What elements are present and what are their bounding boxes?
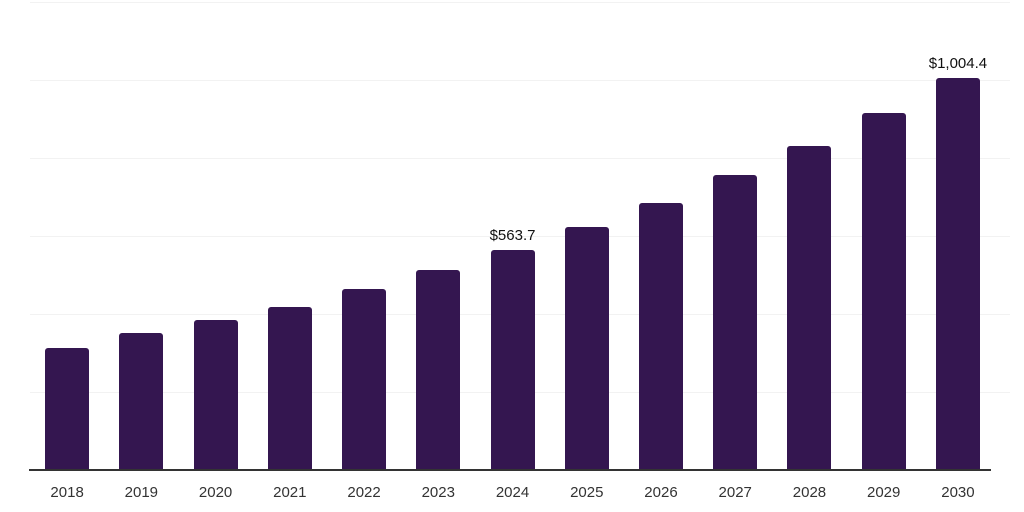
gridline xyxy=(30,80,1010,81)
x-tick-label: 2030 xyxy=(941,484,975,501)
bar-column xyxy=(772,2,846,470)
bar-column: $1,004.4 xyxy=(921,2,995,470)
x-tick-label: 2019 xyxy=(124,484,159,501)
bar-column xyxy=(253,2,327,470)
bar-column xyxy=(30,2,104,470)
bar-column xyxy=(847,2,921,470)
bar-column xyxy=(178,2,252,470)
bar-column xyxy=(698,2,772,470)
bar-2021 xyxy=(267,307,312,470)
bar-2030 xyxy=(935,78,980,470)
x-tick-label: 2029 xyxy=(867,484,901,501)
gridline xyxy=(30,2,1010,3)
bar-2025 xyxy=(564,227,609,470)
bar-2022 xyxy=(342,288,387,470)
x-tick-label: 2025 xyxy=(570,484,604,501)
gridline xyxy=(30,236,1010,237)
bar-2019 xyxy=(119,333,164,470)
bars-area: $563.7 $1,004.4 xyxy=(30,2,995,470)
bar-column xyxy=(327,2,401,470)
bar-2029 xyxy=(861,113,906,470)
bar-column xyxy=(401,2,475,470)
bar-2018 xyxy=(45,348,90,470)
x-tick-label: 2028 xyxy=(792,484,827,501)
bar-column xyxy=(550,2,624,470)
x-tick-label: 2026 xyxy=(644,484,678,501)
bar-column: $563.7 xyxy=(475,2,549,470)
x-axis-line xyxy=(29,469,991,471)
bar-2027 xyxy=(713,175,758,470)
bar-value-label: $1,004.4 xyxy=(928,55,988,73)
x-tick-label: 2022 xyxy=(347,484,381,501)
bar-2020 xyxy=(193,319,238,470)
x-tick-label: 2021 xyxy=(273,484,307,501)
x-tick-label: 2024 xyxy=(495,484,530,501)
bar-value-label: $563.7 xyxy=(489,227,536,245)
x-axis-labels: 2018 2019 2020 2021 2022 2023 2024 2025 2026 2027… xyxy=(30,484,995,502)
bar-column xyxy=(104,2,178,470)
bar-2024 xyxy=(490,250,535,470)
x-tick-label: 2020 xyxy=(198,484,233,501)
bar-2026 xyxy=(638,202,683,470)
x-tick-label: 2027 xyxy=(718,484,752,501)
bar-2028 xyxy=(787,145,832,470)
x-tick-label: 2018 xyxy=(50,484,84,501)
bar-2023 xyxy=(416,269,461,470)
plot-area: $563.7 $1,004.4 xyxy=(30,2,1010,470)
bar-column xyxy=(624,2,698,470)
x-tick-label: 2023 xyxy=(421,484,455,501)
gridline xyxy=(30,158,1010,159)
